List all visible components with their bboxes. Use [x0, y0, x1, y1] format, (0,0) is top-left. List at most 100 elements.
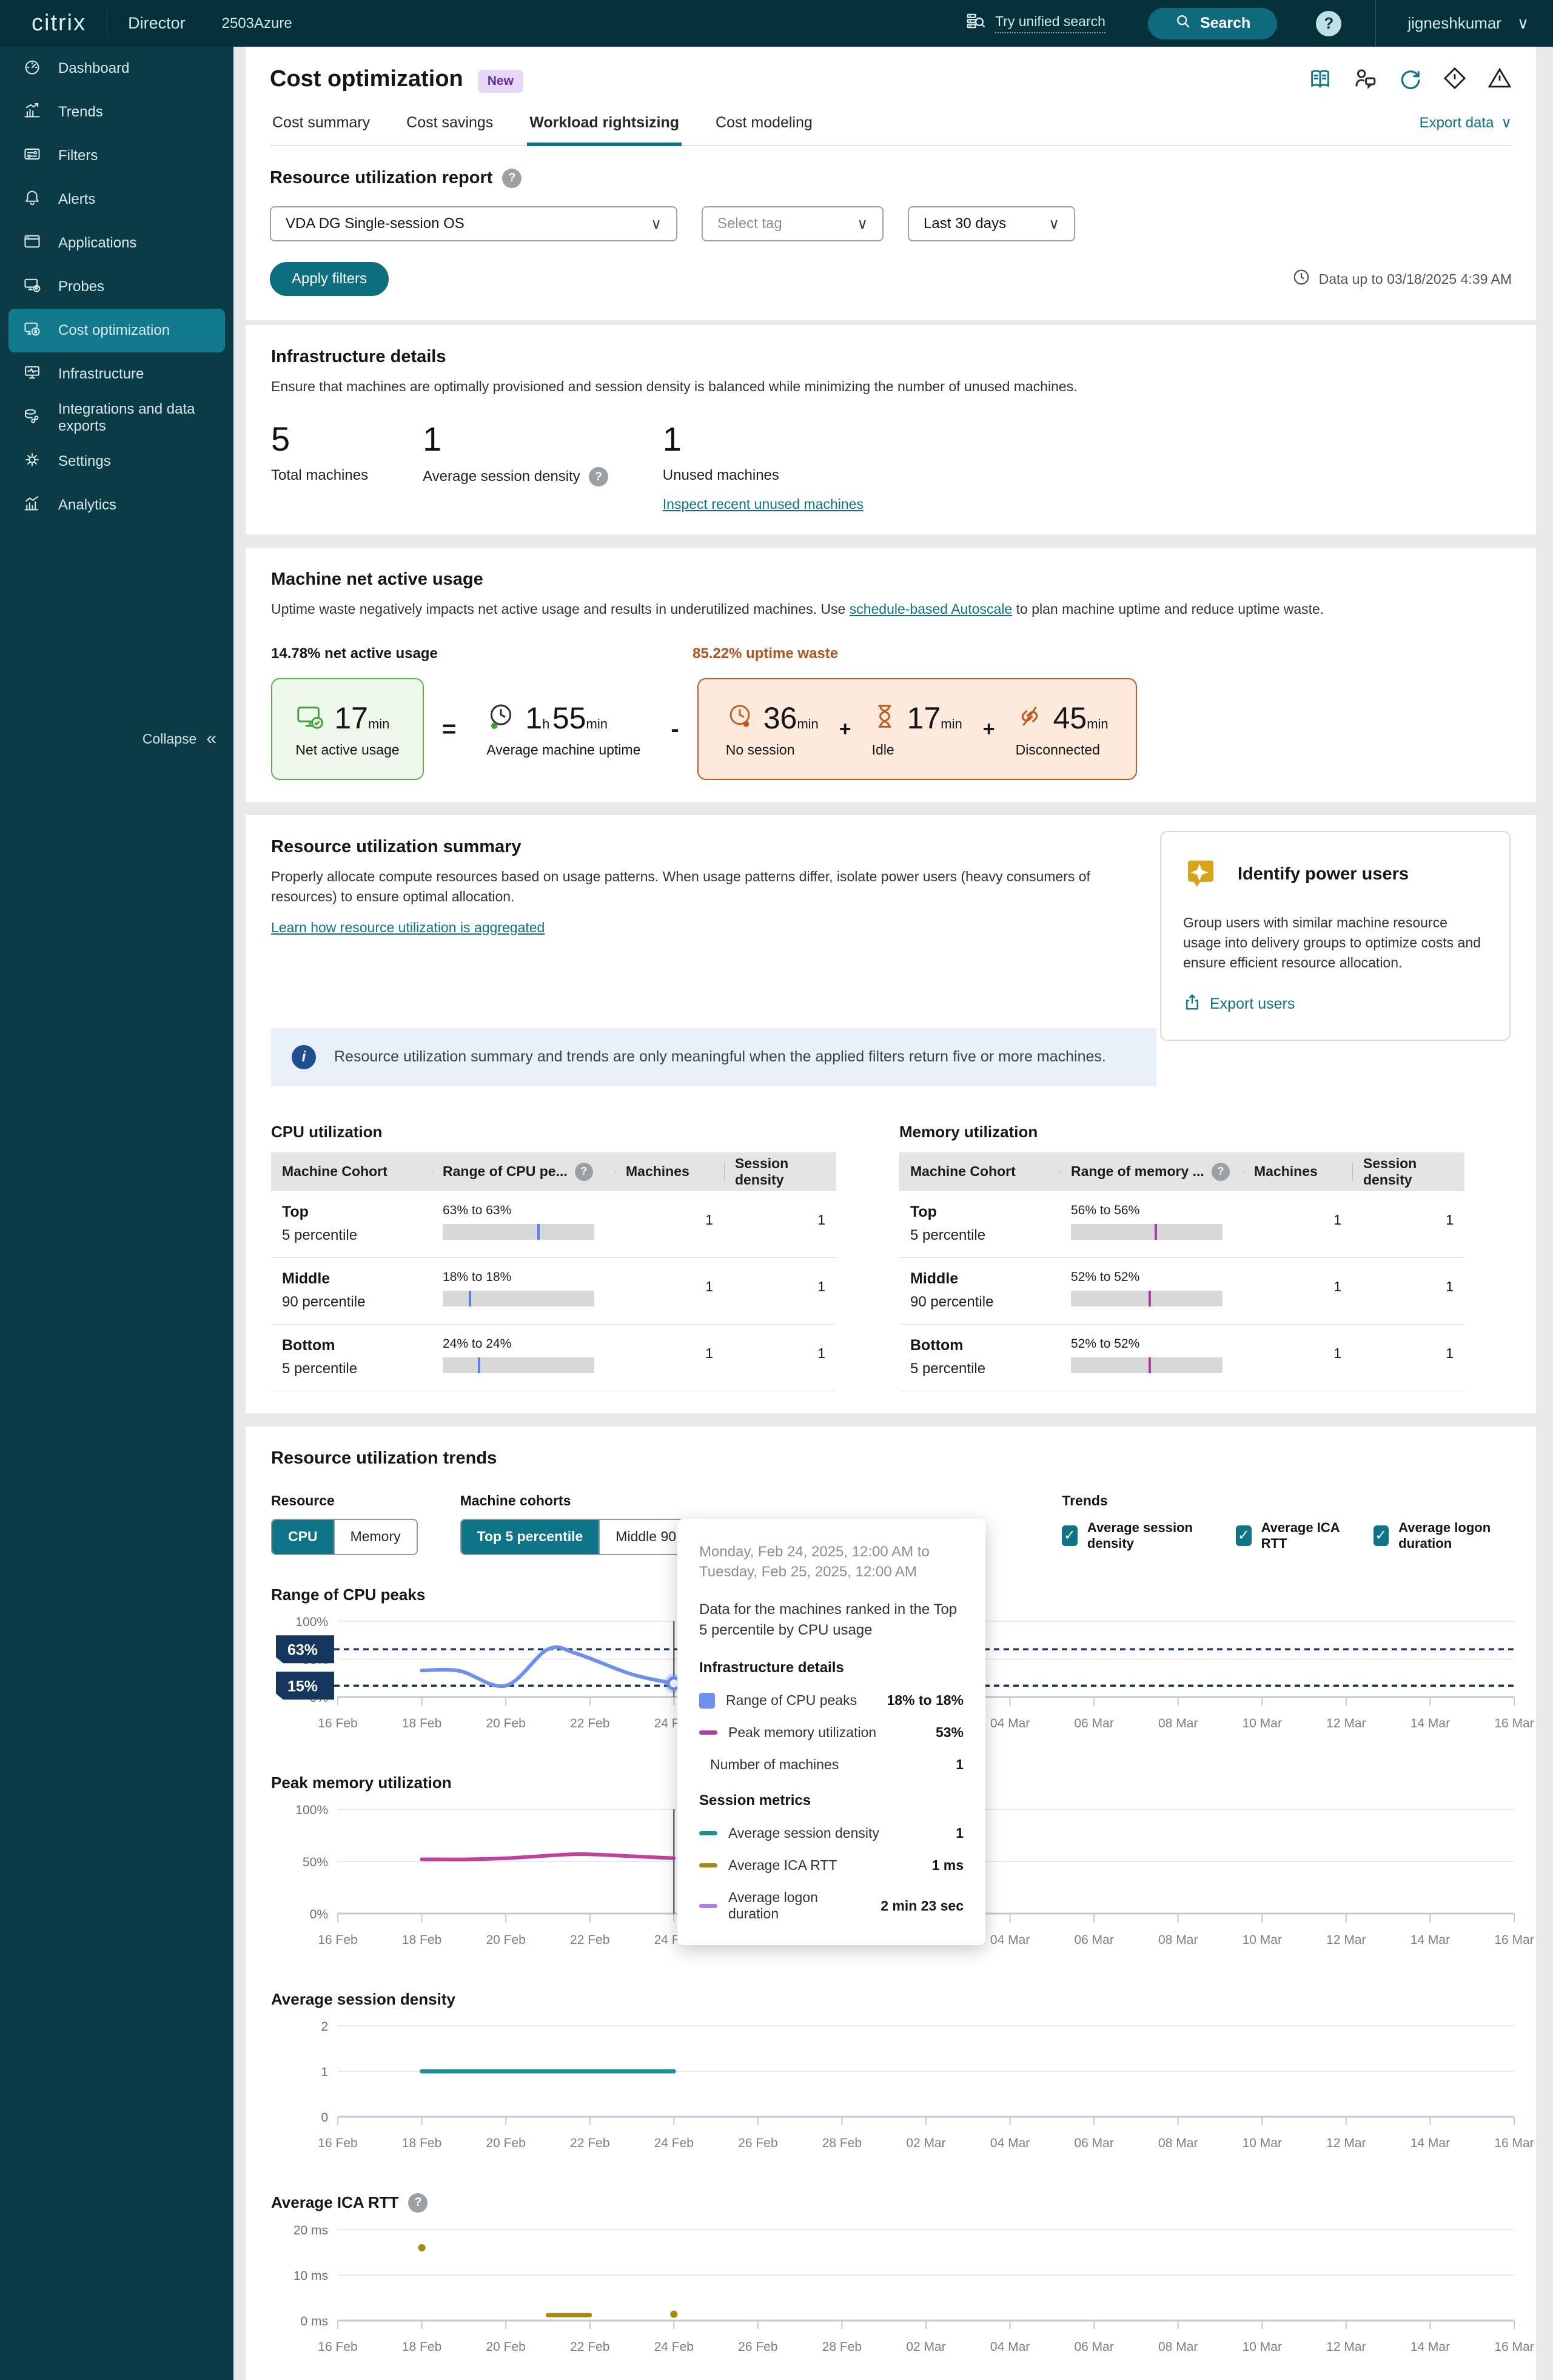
- user-feedback-icon[interactable]: [1353, 66, 1377, 93]
- cohort-name: Middle: [910, 1269, 959, 1287]
- help-icon[interactable]: ?: [1316, 10, 1342, 36]
- tab-cost-modeling[interactable]: Cost modeling: [716, 114, 813, 131]
- range-bar: [1071, 1290, 1223, 1306]
- chart-title: Range of CPU peaks: [271, 1585, 426, 1604]
- cohort-option-top-5-percentile[interactable]: Top 5 percentile: [461, 1519, 599, 1554]
- tooltip-row-label: Average logon duration: [728, 1889, 818, 1922]
- sidebar-item-alerts[interactable]: Alerts: [0, 178, 233, 221]
- svg-text:18 Feb: 18 Feb: [402, 1716, 441, 1730]
- tooltip-row: Range of CPU peaks 18% to 18%: [699, 1692, 964, 1709]
- svg-text:06 Mar: 06 Mar: [1074, 2340, 1113, 2354]
- sidebar-item-filters[interactable]: Filters: [0, 134, 233, 178]
- sidebar-collapse-button[interactable]: Collapse «: [0, 728, 233, 749]
- toggle-average-session-density[interactable]: ✓ Average session density: [1062, 1520, 1204, 1551]
- cohort-percentile: 5 percentile: [282, 1226, 358, 1243]
- tab-cost-summary[interactable]: Cost summary: [272, 114, 371, 131]
- session-density-value: 1: [1446, 1278, 1454, 1294]
- machines-count: 1: [1333, 1211, 1341, 1228]
- checkbox-checked-icon: ✓: [1373, 1525, 1389, 1546]
- diamond-alert-icon[interactable]: [1443, 66, 1467, 93]
- tooltip-row-label: Average ICA RTT: [728, 1857, 837, 1874]
- try-unified-search[interactable]: Try unified search: [966, 12, 1105, 36]
- triangle-alert-icon[interactable]: [1488, 66, 1512, 93]
- sidebar-item-infrastructure[interactable]: Infrastructure: [0, 352, 233, 396]
- net-active-unit: min: [367, 716, 390, 731]
- refresh-icon[interactable]: [1398, 66, 1422, 93]
- export-users-button[interactable]: Export users: [1183, 993, 1488, 1015]
- sidebar-item-probes[interactable]: Probes: [0, 265, 233, 309]
- user-menu[interactable]: jigneshkumar ∨: [1407, 14, 1529, 33]
- apply-filters-button[interactable]: Apply filters: [270, 262, 389, 296]
- net-active-label: Net active usage: [295, 741, 400, 758]
- header-card: Cost optimization New Cost summary Cost s…: [246, 47, 1536, 320]
- column-header: Machine Cohort: [282, 1163, 387, 1180]
- stat-label: Unused machines: [662, 467, 779, 484]
- sidebar-item-analytics[interactable]: Analytics: [0, 483, 233, 527]
- toggle-label: Average ICA RTT: [1261, 1519, 1340, 1551]
- svg-text:16 Feb: 16 Feb: [318, 1716, 357, 1730]
- book-icon[interactable]: [1308, 66, 1332, 93]
- sidebar-item-dashboard[interactable]: Dashboard: [0, 47, 233, 90]
- search-icon: [1175, 13, 1192, 34]
- sidebar-item-cost-optimization[interactable]: Cost optimization: [8, 309, 225, 352]
- tab-workload-rightsizing[interactable]: Workload rightsizing: [527, 114, 682, 146]
- clock-orange-icon: [726, 702, 754, 733]
- waste-label: No session: [725, 741, 795, 758]
- site-name: 2503Azure: [221, 15, 292, 32]
- stat-help-icon[interactable]: ?: [588, 467, 608, 487]
- resource-option-cpu[interactable]: CPU: [272, 1519, 334, 1554]
- report-help-icon[interactable]: ?: [502, 168, 522, 188]
- search-button[interactable]: Search: [1147, 7, 1278, 39]
- cohort-name: Middle: [282, 1269, 330, 1287]
- tab-cost-savings[interactable]: Cost savings: [406, 114, 494, 131]
- column-help-icon[interactable]: ?: [574, 1162, 593, 1181]
- svg-text:12 Mar: 12 Mar: [1326, 1933, 1366, 1947]
- svg-text:20 Feb: 20 Feb: [486, 1716, 525, 1730]
- svg-text:22 Feb: 22 Feb: [570, 2340, 609, 2354]
- delivery-group-dropdown[interactable]: VDA DG Single-session OS ∨: [270, 206, 677, 241]
- minus-sign: -: [671, 715, 679, 742]
- average-machine-uptime: 1h 55min Average machine uptime: [486, 701, 640, 758]
- net-active-usage-pct: 14.78% net active usage: [271, 645, 438, 662]
- column-help-icon[interactable]: ?: [1211, 1162, 1230, 1181]
- sidebar-item-applications[interactable]: Applications: [0, 221, 233, 265]
- toggle-average-ica-rtt[interactable]: ✓ Average ICA RTT: [1236, 1520, 1341, 1551]
- collapse-chevrons-icon: «: [206, 728, 216, 748]
- sidebar-item-label: Integrations and data exports: [58, 401, 195, 434]
- cohort-percentile: 90 percentile: [910, 1293, 994, 1310]
- sidebar-item-integrations-and-data-exports[interactable]: Integrations and data exports: [0, 396, 233, 440]
- chart-help-icon[interactable]: ?: [408, 2193, 428, 2213]
- sidebar-item-settings[interactable]: Settings: [0, 440, 233, 483]
- integrations-icon: [23, 407, 41, 429]
- waste-value: 17: [907, 701, 941, 735]
- aggregation-link[interactable]: Learn how resource utilization is aggreg…: [271, 919, 545, 935]
- tooltip-row-value: 53%: [935, 1724, 964, 1741]
- sidebar-item-trends[interactable]: Trends: [0, 90, 233, 134]
- clock-icon: [1292, 268, 1310, 290]
- svg-text:14 Mar: 14 Mar: [1410, 1716, 1450, 1730]
- waste-label: Disconnected: [1015, 741, 1100, 758]
- session-density-value: 1: [817, 1345, 825, 1361]
- inspect-unused-machines-link[interactable]: Inspect recent unused machines: [662, 496, 864, 513]
- autoscale-link[interactable]: schedule-based Autoscale: [849, 601, 1013, 617]
- infrastructure-details-card: Infrastructure details Ensure that machi…: [246, 325, 1536, 535]
- export-data-button[interactable]: Export data ∨: [1420, 114, 1512, 145]
- svg-text:22 Feb: 22 Feb: [570, 1933, 609, 1947]
- unified-search-icon: [966, 12, 987, 36]
- time-range-dropdown[interactable]: Last 30 days ∨: [908, 206, 1075, 241]
- svg-text:14 Mar: 14 Mar: [1410, 1933, 1450, 1947]
- tag-dropdown[interactable]: Select tag ∨: [702, 206, 884, 241]
- machine-uptime-clock-icon: [486, 702, 515, 734]
- svg-text:28 Feb: 28 Feb: [822, 2340, 862, 2354]
- tooltip-row-value: 1 ms: [931, 1857, 964, 1874]
- svg-text:14 Mar: 14 Mar: [1410, 2340, 1450, 2354]
- toggle-label: Average session density: [1087, 1519, 1193, 1551]
- toggle-label: Average logon duration: [1398, 1519, 1491, 1551]
- svg-text:06 Mar: 06 Mar: [1074, 2136, 1113, 2150]
- applications-icon: [23, 232, 41, 255]
- toggle-average-logon-duration[interactable]: ✓ Average logon duration: [1373, 1519, 1511, 1551]
- stat-value: 1: [423, 420, 442, 459]
- table-header: Machine Cohort Range of CPU pe...? Machine…: [271, 1152, 836, 1191]
- resource-option-memory[interactable]: Memory: [333, 1519, 417, 1554]
- waste-value: 45: [1053, 701, 1087, 735]
